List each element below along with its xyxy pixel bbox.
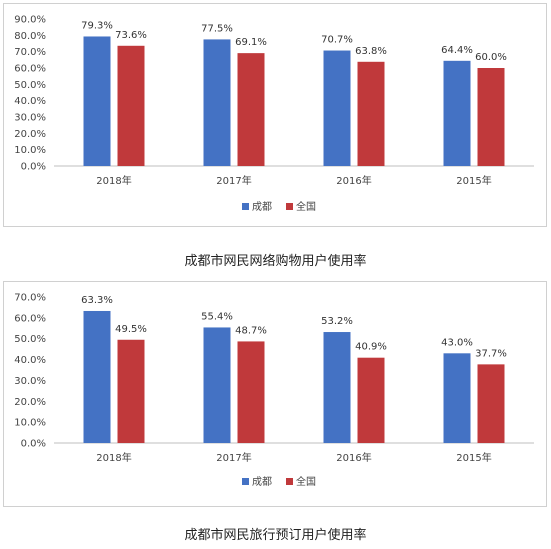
legend-label: 成都	[252, 476, 272, 488]
y-tick-label: 80.0%	[14, 31, 46, 42]
data-label: 73.6%	[115, 30, 147, 41]
bar	[323, 332, 351, 443]
category-label: 2018年	[96, 174, 131, 187]
bar	[323, 50, 351, 167]
chart-travel-booking: 70.0% 60.0% 50.0% 40.0% 30.0% 20.0% 10.0% 0.0% 6…	[3, 281, 547, 507]
y-tick-label: 50.0%	[14, 334, 46, 345]
data-label: 79.3%	[81, 20, 113, 31]
y-tick-label: 70.0%	[14, 293, 46, 304]
data-label: 63.8%	[355, 46, 387, 57]
data-label: 53.2%	[321, 316, 353, 327]
y-tick-label: 20.0%	[14, 129, 46, 140]
bar	[357, 61, 385, 166]
y-tick-label: 40.0%	[14, 355, 46, 366]
category-label: 2015年	[456, 451, 491, 464]
y-tick-label: 0.0%	[21, 162, 46, 173]
y-tick-label: 10.0%	[14, 145, 46, 156]
bar	[477, 68, 505, 166]
y-tick-label: 60.0%	[14, 64, 46, 75]
bar	[477, 364, 505, 443]
category-label: 2016年	[336, 451, 371, 464]
bar	[237, 53, 265, 166]
bar	[117, 339, 145, 443]
category-label: 2017年	[216, 451, 251, 464]
bar	[83, 310, 111, 443]
data-label: 49.5%	[115, 324, 147, 335]
data-label: 55.4%	[201, 311, 233, 322]
data-label: 70.7%	[321, 35, 353, 46]
bar	[237, 341, 265, 443]
y-tick-label: 50.0%	[14, 80, 46, 91]
legend-label: 全国	[296, 200, 316, 213]
chart-title: 成都市网民旅行预订用户使用率	[184, 528, 367, 543]
data-label: 43.0%	[441, 337, 473, 348]
y-tick-label: 30.0%	[14, 113, 46, 124]
legend-label: 成都	[252, 201, 272, 213]
chart-svg: 70.0% 60.0% 50.0% 40.0% 30.0% 20.0% 10.0% 0.0% 6…	[14, 293, 534, 488]
chart-online-shopping: 90.0% 80.0% 70.0% 60.0% 50.0% 40.0% 30.0% 20.0%…	[3, 3, 547, 227]
y-tick-label: 20.0%	[14, 397, 46, 408]
y-tick-label: 30.0%	[14, 376, 46, 387]
y-tick-label: 0.0%	[21, 439, 46, 450]
legend-label: 全国	[296, 475, 316, 488]
bar	[203, 39, 231, 166]
data-label: 37.7%	[475, 348, 507, 359]
data-label: 77.5%	[201, 23, 233, 34]
legend-swatch	[242, 203, 249, 210]
category-label: 2017年	[216, 174, 251, 187]
data-label: 40.9%	[355, 342, 387, 353]
chart-title: 成都市网民网络购物用户使用率	[184, 254, 367, 269]
bar	[443, 60, 471, 166]
data-label: 60.0%	[475, 52, 507, 63]
y-tick-label: 60.0%	[14, 313, 46, 324]
data-label: 48.7%	[235, 325, 267, 336]
data-label: 64.4%	[441, 45, 473, 56]
data-label: 63.3%	[81, 295, 113, 306]
y-tick-label: 40.0%	[14, 96, 46, 107]
y-tick-label: 10.0%	[14, 418, 46, 429]
y-tick-label: 90.0%	[14, 15, 46, 26]
chart-svg: 90.0% 80.0% 70.0% 60.0% 50.0% 40.0% 30.0% 20.0%…	[14, 15, 534, 213]
bar	[443, 353, 471, 443]
bar	[117, 45, 145, 166]
y-tick-label: 70.0%	[14, 47, 46, 58]
category-label: 2018年	[96, 451, 131, 464]
legend-swatch	[286, 203, 293, 210]
data-label: 69.1%	[235, 37, 267, 48]
legend-swatch	[242, 478, 249, 485]
category-label: 2016年	[336, 174, 371, 187]
bar	[203, 327, 231, 443]
bar	[357, 357, 385, 443]
bar	[83, 36, 111, 166]
legend-swatch	[286, 478, 293, 485]
category-label: 2015年	[456, 174, 491, 187]
